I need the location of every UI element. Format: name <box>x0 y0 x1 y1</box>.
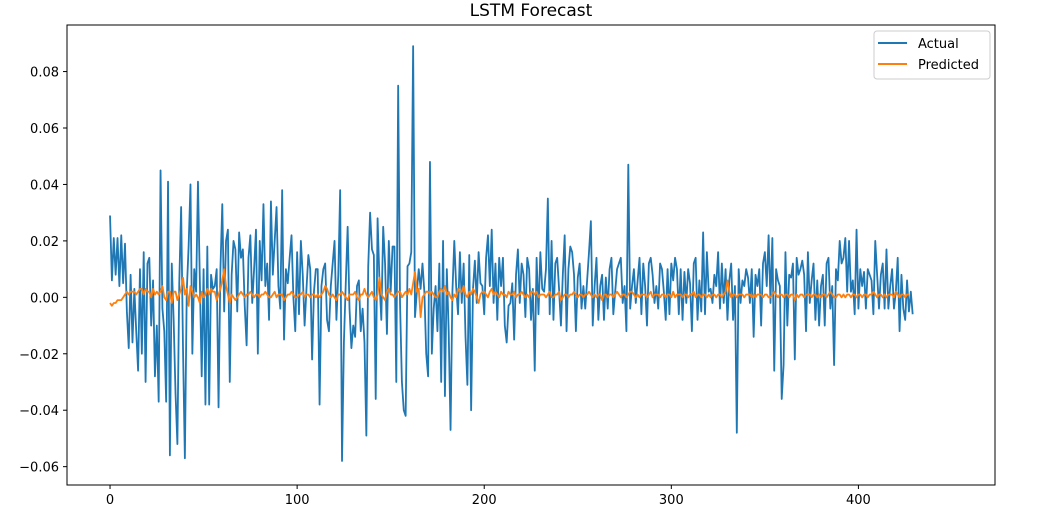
x-tick-label: 400 <box>846 493 871 508</box>
series-line-predicted <box>109 268 909 318</box>
plot-frame <box>66 24 996 486</box>
series-line-actual <box>109 45 914 462</box>
y-tick-label: −0.04 <box>19 404 59 419</box>
series-layer <box>109 45 914 462</box>
y-tick-label: 0.08 <box>30 66 59 81</box>
y-tick-label: 0.06 <box>30 122 59 137</box>
y-tick-label: −0.06 <box>19 461 59 476</box>
legend: Actual Predicted <box>873 30 991 80</box>
y-tick-label: 0.02 <box>30 235 59 250</box>
x-tick-label: 200 <box>472 493 497 508</box>
x-tick-label: 300 <box>659 493 684 508</box>
y-tick-label: 0.00 <box>30 291 59 306</box>
legend-label-predicted: Predicted <box>918 58 979 73</box>
x-tick-label: 100 <box>285 493 310 508</box>
chart-title: LSTM Forecast <box>470 1 593 21</box>
y-axis: −0.06 −0.04 −0.02 0.00 0.02 0.04 0.06 0.08 <box>19 66 67 476</box>
x-tick-label: 0 <box>106 493 114 508</box>
legend-label-actual: Actual <box>918 37 959 52</box>
x-axis: 0 100 200 300 400 <box>106 485 871 508</box>
y-tick-label: 0.04 <box>30 178 59 193</box>
y-tick-label: −0.02 <box>19 348 59 363</box>
